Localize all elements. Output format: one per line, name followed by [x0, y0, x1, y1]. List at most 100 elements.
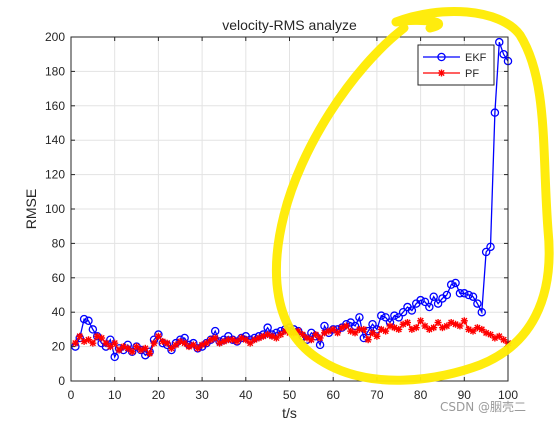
legend-label: PF	[465, 68, 479, 80]
highlight-annotation-curve	[271, 6, 554, 385]
data-point-pf	[478, 325, 486, 333]
data-point-pf	[360, 325, 368, 333]
data-point-pf	[434, 319, 442, 327]
legend-entry-ekf: EKF	[423, 52, 487, 64]
data-point-ekf	[499, 49, 508, 59]
data-point-pf	[307, 336, 315, 344]
data-point-pf	[141, 344, 149, 352]
x-tick-label: 60	[327, 388, 341, 402]
y-tick-label: 180	[45, 64, 65, 78]
legend-label: EKF	[465, 52, 487, 64]
data-point-pf	[150, 339, 158, 347]
axis-ticks: 0 10 20 30 40 50 60 70 80 90 100 0 20 40 60 80 100 120 140…	[45, 30, 518, 402]
data-point-ekf	[407, 306, 417, 315]
data-point-pf	[373, 332, 381, 340]
data-point-ekf	[390, 311, 399, 320]
data-point-pf	[412, 324, 420, 332]
data-point-ekf	[486, 242, 495, 252]
data-point-ekf	[193, 344, 202, 353]
y-tick-label: 40	[52, 305, 66, 319]
legend-entry-pf: PF	[423, 68, 479, 80]
data-point-ekf	[442, 290, 452, 300]
y-tick-label: 20	[52, 340, 66, 354]
data-point-pf	[443, 322, 451, 330]
data-point-ekf	[127, 347, 137, 357]
legend-swatch-marker	[437, 52, 446, 62]
data-point-pf	[364, 336, 372, 344]
y-tick-label: 0	[58, 374, 65, 388]
data-point-pf	[417, 317, 425, 325]
data-point-ekf	[429, 292, 438, 301]
x-tick-label: 0	[68, 388, 75, 402]
y-tick-label: 200	[45, 30, 65, 44]
data-point-pf	[316, 334, 324, 342]
data-point-ekf	[490, 108, 500, 117]
data-point-pf	[347, 327, 355, 335]
data-point-pf	[89, 339, 97, 347]
chart-title: velocity-RMS analyze	[222, 17, 357, 33]
data-point-ekf	[464, 290, 473, 300]
data-point-ekf	[495, 37, 504, 47]
watermark: CSDN @胭壳二	[440, 400, 526, 414]
data-point-ekf	[79, 314, 89, 324]
data-point-pf	[342, 322, 350, 330]
data-point-ekf	[481, 247, 491, 257]
data-point-ekf	[433, 299, 443, 308]
y-tick-label: 60	[52, 271, 66, 285]
data-point-ekf	[355, 313, 364, 322]
x-tick-label: 80	[414, 388, 428, 402]
data-point-ekf	[455, 289, 465, 298]
data-point-ekf	[381, 313, 390, 322]
legend: EKF PF	[417, 44, 495, 86]
data-point-ekf	[416, 295, 425, 305]
data-point-ekf	[446, 280, 456, 289]
y-tick-label: 140	[45, 133, 65, 147]
data-point-ekf	[473, 299, 482, 308]
data-point-pf	[111, 339, 119, 347]
x-tick-label: 50	[283, 388, 297, 402]
data-point-pf	[128, 348, 136, 356]
data-point-pf	[334, 329, 342, 337]
data-point-pf	[500, 336, 508, 344]
y-axis-label: RMSE	[23, 189, 39, 229]
data-point-pf	[211, 334, 219, 342]
x-tick-label: 70	[370, 388, 384, 402]
data-point-pf	[382, 327, 390, 335]
x-axis-label: t/s	[282, 405, 297, 421]
series-pf	[71, 317, 512, 357]
data-point-ekf	[377, 311, 386, 320]
x-tick-label: 10	[108, 388, 122, 402]
data-point-pf	[146, 349, 154, 357]
data-point-pf	[390, 324, 398, 332]
legend-swatch-marker	[438, 69, 445, 77]
data-point-pf	[189, 341, 197, 349]
data-point-ekf	[88, 325, 98, 334]
data-point-pf	[71, 339, 79, 347]
data-point-pf	[98, 334, 106, 342]
data-point-pf	[456, 322, 464, 330]
x-tick-label: 30	[195, 388, 209, 402]
data-point-ekf	[477, 307, 487, 317]
data-point-pf	[430, 324, 438, 332]
data-point-ekf	[394, 313, 403, 322]
data-point-ekf	[110, 352, 119, 362]
y-tick-label: 80	[52, 236, 66, 250]
x-tick-label: 100	[498, 388, 518, 402]
data-point-pf	[163, 339, 171, 347]
data-point-pf	[76, 332, 84, 340]
data-point-pf	[403, 319, 411, 327]
data-point-ekf	[468, 292, 478, 301]
data-point-ekf	[420, 297, 430, 307]
y-tick-label: 120	[45, 168, 65, 182]
y-tick-label: 100	[45, 202, 65, 216]
data-point-ekf	[425, 302, 434, 312]
legend-box	[417, 44, 495, 86]
x-tick-label: 20	[152, 388, 166, 402]
data-point-pf	[460, 317, 468, 325]
series-layer	[71, 37, 513, 362]
data-point-ekf	[460, 289, 469, 298]
data-point-pf	[395, 325, 403, 333]
data-point-pf	[154, 332, 162, 340]
data-point-ekf	[84, 316, 93, 326]
